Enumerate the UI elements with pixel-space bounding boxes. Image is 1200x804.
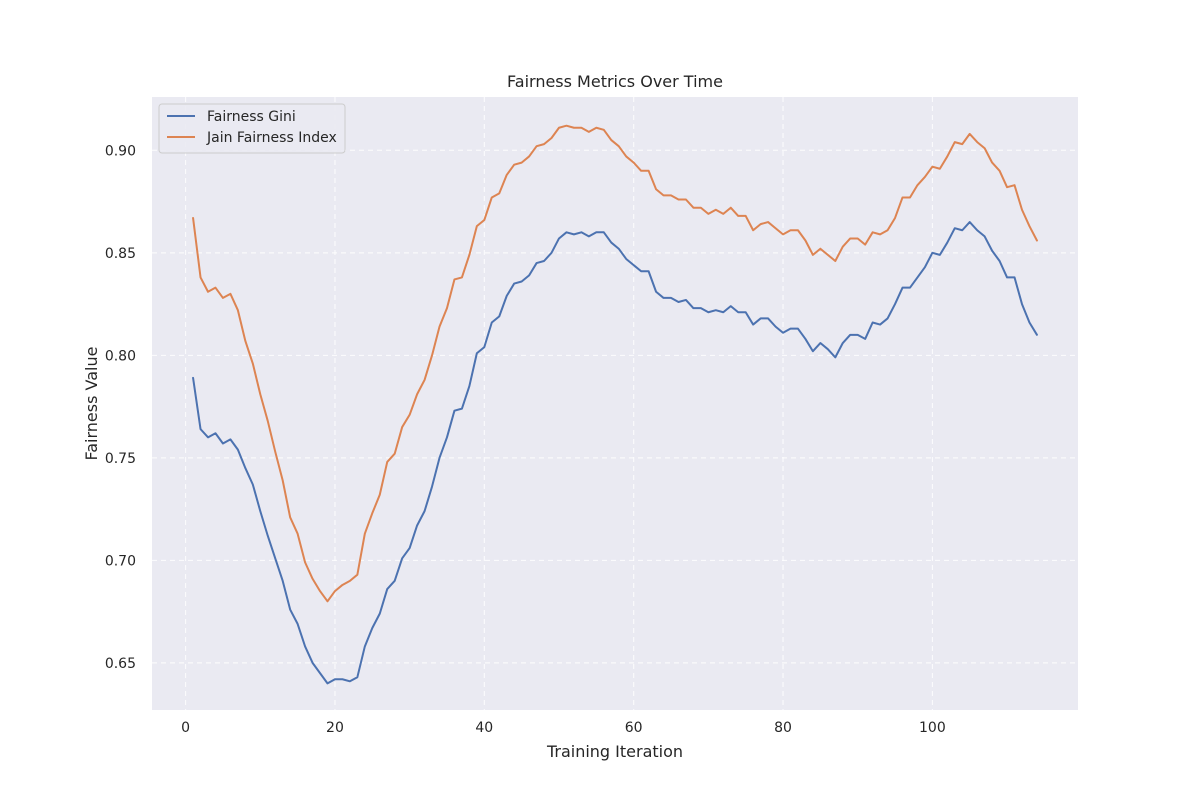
series-lines [192, 124, 1038, 685]
x-tick-label: 0 [181, 720, 190, 736]
series-line-jain-fairness-index [192, 124, 1038, 603]
chart-title: Fairness Metrics Over Time [507, 72, 723, 91]
y-tick-label: 0.80 [105, 348, 136, 364]
x-axis-ticks: 0 20 40 60 80 100 [181, 720, 946, 736]
y-tick-label: 0.85 [105, 246, 136, 262]
series-line-fairness-gini [192, 221, 1038, 685]
legend: Fairness Gini Jain Fairness Index [158, 103, 346, 154]
grid [152, 97, 1078, 710]
y-tick-label: 0.70 [105, 553, 136, 569]
y-tick-label: 0.90 [105, 143, 136, 159]
y-tick-label: 0.75 [105, 451, 136, 467]
y-axis-ticks: 0.65 0.70 0.75 0.80 0.85 0.90 [105, 143, 136, 672]
legend-label-jain-fairness-index: Jain Fairness Index [206, 130, 337, 146]
x-tick-label: 40 [475, 720, 493, 736]
x-tick-label: 100 [919, 720, 946, 736]
legend-label-fairness-gini: Fairness Gini [207, 109, 296, 125]
y-axis-label: Fairness Value [82, 347, 101, 461]
legend-box [158, 103, 346, 154]
x-axis-label: Training Iteration [546, 742, 683, 761]
x-tick-label: 20 [326, 720, 344, 736]
x-tick-label: 80 [774, 720, 792, 736]
y-tick-label: 0.65 [105, 656, 136, 672]
plot-area [152, 97, 1078, 710]
x-tick-label: 60 [625, 720, 643, 736]
